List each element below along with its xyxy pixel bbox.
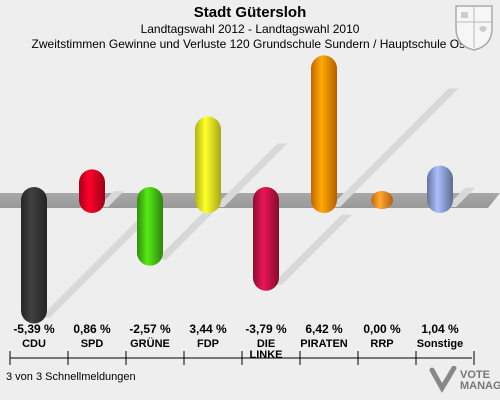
category-label: Sonstige bbox=[416, 338, 464, 350]
value-label: 1,04 % bbox=[421, 322, 459, 336]
chart-subtitle-detail: Zweitstimmen Gewinne und Verluste 120 Gr… bbox=[31, 37, 469, 51]
votemanager-logo-text: VOTE MANAGER bbox=[460, 369, 500, 392]
category-label: FDP bbox=[197, 338, 219, 350]
category-label: SPD bbox=[80, 338, 104, 350]
category-label: DIE LINKE bbox=[249, 338, 283, 361]
bar-cdu bbox=[21, 187, 47, 324]
value-label: -2,57 % bbox=[129, 322, 171, 336]
value-label: -3,79 % bbox=[245, 322, 287, 336]
value-label: 6,42 % bbox=[305, 322, 343, 336]
bar-gr-ne bbox=[137, 187, 163, 266]
footer-note: 3 von 3 Schnellmeldungen bbox=[6, 371, 136, 383]
bar-die-linke bbox=[253, 187, 279, 291]
value-label: 0,86 % bbox=[73, 322, 111, 336]
chart-subtitle: Landtagswahl 2012 - Landtagswahl 2010 bbox=[140, 22, 360, 36]
category-label: RRP bbox=[370, 338, 394, 350]
zero-baseline-band bbox=[0, 193, 500, 208]
bar-shadow bbox=[330, 88, 459, 207]
bar-shadow bbox=[272, 214, 352, 285]
bar-shadow bbox=[40, 218, 150, 318]
bar-shadow bbox=[156, 212, 214, 260]
chart-title: Stadt Gütersloh bbox=[193, 4, 307, 21]
bars bbox=[21, 55, 453, 324]
city-crest-icon bbox=[455, 5, 493, 51]
bar-spd bbox=[79, 169, 105, 213]
bar-sonstige bbox=[427, 165, 453, 213]
bar-shadow bbox=[446, 187, 476, 207]
votemanager-logo-icon bbox=[429, 366, 457, 393]
bar-fdp bbox=[195, 116, 221, 213]
value-label: -5,39 % bbox=[13, 322, 55, 336]
category-axis bbox=[9, 351, 475, 365]
bar-piraten bbox=[311, 55, 337, 213]
bar-shadow bbox=[214, 143, 288, 207]
bar-rrp bbox=[371, 191, 393, 209]
category-label: PIRATEN bbox=[300, 338, 348, 350]
bar-shadows bbox=[40, 88, 476, 318]
value-label: 3,44 % bbox=[189, 322, 227, 336]
value-label: 0,00 % bbox=[363, 322, 401, 336]
category-label: CDU bbox=[22, 338, 46, 350]
category-label: GRÜNE bbox=[130, 338, 170, 350]
